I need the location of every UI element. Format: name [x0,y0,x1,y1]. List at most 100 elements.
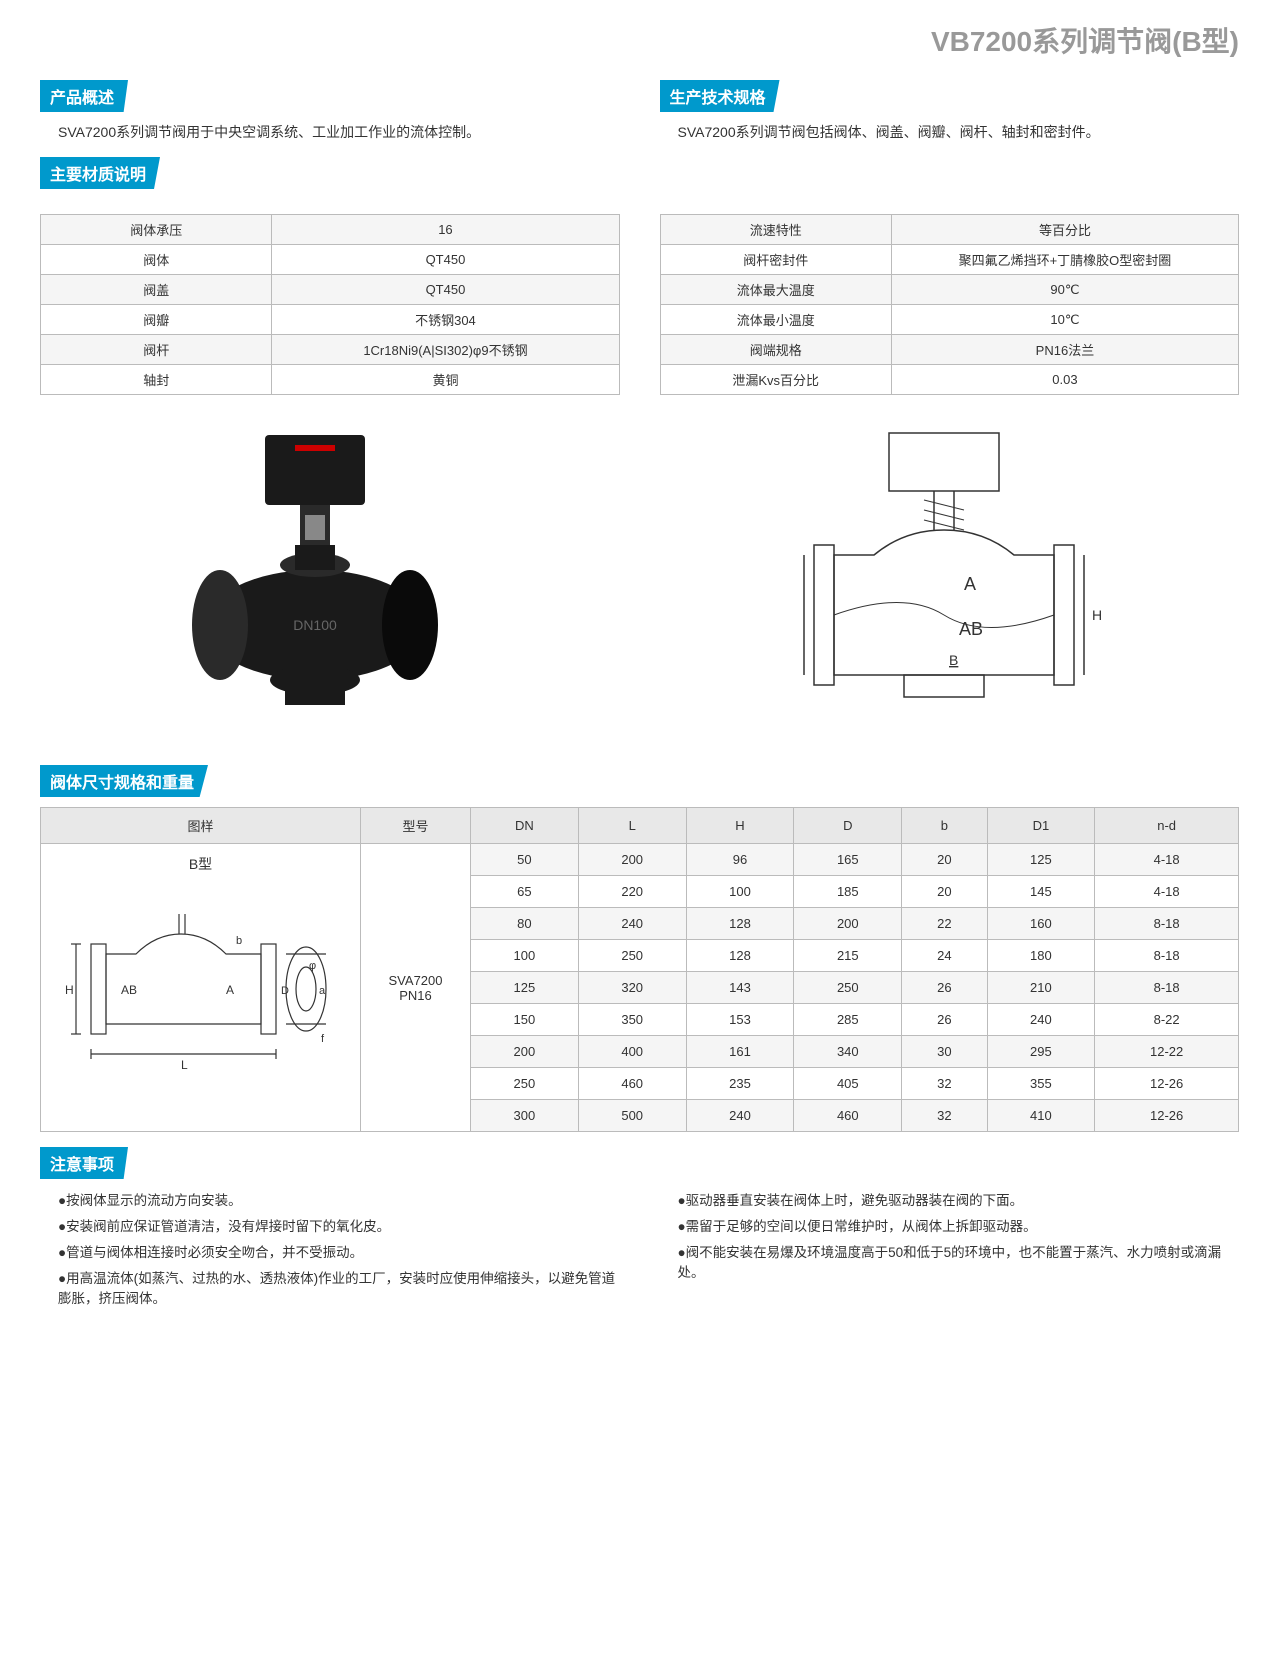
dim-cell: 460 [578,1068,686,1100]
spec-cell: 流体最大温度 [660,275,891,305]
dim-cell: 100 [471,940,579,972]
spec-cell: 不锈钢304 [272,305,619,335]
note-item: ●用高温流体(如蒸汽、过热的水、透热液体)作业的工厂，安装时应使用伸缩接头，以避… [40,1267,620,1307]
spec-cell: 0.03 [891,365,1238,395]
dim-header: D [794,808,902,844]
dim-cell: 340 [794,1036,902,1068]
dim-cell: 30 [902,1036,987,1068]
dim-cell: 8-18 [1095,972,1239,1004]
svg-text:L: L [181,1058,188,1072]
spec-cell: 16 [272,215,619,245]
spec-cell: 阀体 [41,245,272,275]
spec-cell: 聚四氟乙烯挡环+丁腈橡胶O型密封圈 [891,245,1238,275]
dim-cell: 180 [987,940,1095,972]
dim-header: 图样 [41,808,361,844]
dim-cell: 128 [686,940,794,972]
note-item: ●驱动器垂直安装在阀体上时，避免驱动器装在阀的下面。 [660,1189,1240,1209]
dim-cell: 460 [794,1100,902,1132]
spec-cell: 10℃ [891,305,1238,335]
dim-cell: 20 [902,876,987,908]
dim-cell: 350 [578,1004,686,1036]
dim-cell: 145 [987,876,1095,908]
dim-header: b [902,808,987,844]
dim-cell: 410 [987,1100,1095,1132]
dim-cell: 153 [686,1004,794,1036]
label-a: A [964,574,976,594]
dim-cell: 100 [686,876,794,908]
label-b: B [949,652,958,668]
dim-cell: 125 [987,844,1095,876]
dim-diagram-cell: B型ABALHbφafD [41,844,361,1132]
overview-header: 产品概述 [40,80,128,112]
dim-cell: 20 [902,844,987,876]
material-table-left: 阀体承压16阀体QT450阀盖QT450阀瓣不锈钢304阀杆1Cr18Ni9(A… [40,214,620,395]
dim-cell: 8-22 [1095,1004,1239,1036]
dim-cell: 143 [686,972,794,1004]
dim-cell: 4-18 [1095,844,1239,876]
note-item: ●需留于足够的空间以便日常维护时，从阀体上拆卸驱动器。 [660,1215,1240,1235]
spec-cell: 等百分比 [891,215,1238,245]
dim-cell: 210 [987,972,1095,1004]
svg-text:a: a [319,985,326,997]
spec-cell: 流体最小温度 [660,305,891,335]
dim-cell: 405 [794,1068,902,1100]
dim-cell: 50 [471,844,579,876]
dim-cell: 240 [987,1004,1095,1036]
spec-cell: 90℃ [891,275,1238,305]
dim-header: D1 [987,808,1095,844]
spec-cell: 阀杆密封件 [660,245,891,275]
dim-cell: 165 [794,844,902,876]
dim-model-cell: SVA7200PN16 [361,844,471,1132]
svg-text:b: b [236,935,242,947]
spec-cell: PN16法兰 [891,335,1238,365]
dim-cell: 161 [686,1036,794,1068]
page-title: VB7200系列调节阀(B型) [40,20,1239,60]
dim-cell: 65 [471,876,579,908]
dim-cell: 26 [902,972,987,1004]
dim-cell: 400 [578,1036,686,1068]
b-type-label: B型 [51,854,350,874]
dim-cell: 355 [987,1068,1095,1100]
spec-cell: 阀端规格 [660,335,891,365]
spec-cell: QT450 [272,275,619,305]
notes-header: 注意事项 [40,1147,128,1179]
dimensions-table: 图样型号DNLHDbD1n-dB型ABALHbφafDSVA7200PN1650… [40,807,1239,1132]
technical-drawing: A AB B H [754,415,1134,735]
dim-cell: 250 [578,940,686,972]
dim-cell: 4-18 [1095,876,1239,908]
dim-cell: 150 [471,1004,579,1036]
spec-cell: 阀体承压 [41,215,272,245]
dim-cell: 32 [902,1068,987,1100]
dim-cell: 240 [578,908,686,940]
spec-cell: 阀盖 [41,275,272,305]
material-header: 主要材质说明 [40,157,160,189]
dim-cell: 295 [987,1036,1095,1068]
dim-header: H [686,808,794,844]
label-h: H [1092,607,1102,623]
dim-cell: 12-22 [1095,1036,1239,1068]
note-item: ●按阀体显示的流动方向安装。 [40,1189,620,1209]
spec-cell: 阀瓣 [41,305,272,335]
notes-right: ●驱动器垂直安装在阀体上时，避免驱动器装在阀的下面。 ●需留于足够的空间以便日常维… [660,1189,1240,1313]
dim-cell: 185 [794,876,902,908]
spec-cell: 泄漏Kvs百分比 [660,365,891,395]
dim-cell: 215 [794,940,902,972]
svg-text:AB: AB [121,983,137,997]
spec-cell: 黄铜 [272,365,619,395]
svg-text:f: f [321,1033,325,1045]
dim-cell: 240 [686,1100,794,1132]
dim-cell: 160 [987,908,1095,940]
svg-text:A: A [226,983,234,997]
dim-cell: 500 [578,1100,686,1132]
dim-cell: 200 [794,908,902,940]
svg-text:H: H [65,983,74,997]
dim-cell: 125 [471,972,579,1004]
overview-text: SVA7200系列调节阀用于中央空调系统、工业加工作业的流体控制。 [40,122,620,142]
spec-cell: 阀杆 [41,335,272,365]
dim-header: 型号 [361,808,471,844]
note-item: ●管道与阀体相连接时必须安全吻合，并不受振动。 [40,1241,620,1261]
dim-cell: 200 [578,844,686,876]
dim-cell: 8-18 [1095,908,1239,940]
dim-cell: 200 [471,1036,579,1068]
spec-cell: QT450 [272,245,619,275]
